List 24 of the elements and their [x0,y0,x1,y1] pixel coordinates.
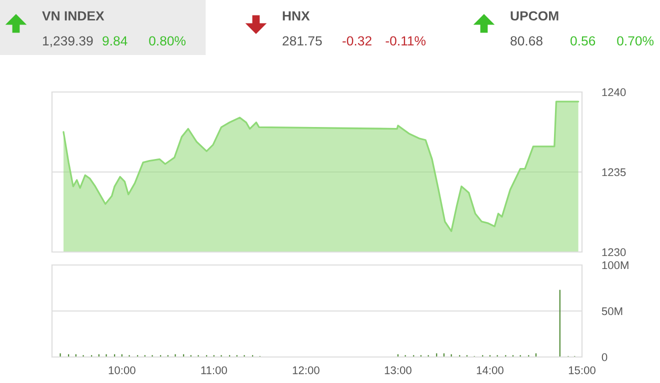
y-tick-label: 1235 [602,168,626,176]
x-tick-label: 11:00 [201,366,228,374]
x-tick-label: 14:00 [476,366,504,374]
x-tick-label: 12:00 [292,366,320,374]
text: HNX [282,11,310,20]
text: 1,239.39 [43,36,93,48]
y-tick-label: 50M [602,307,622,316]
text: 281.75 [282,36,322,46]
text: -0.32 [342,36,372,46]
x-tick-label: 10:00 [108,366,136,374]
text: 0.80% [149,36,186,46]
text: 80.68 [510,36,542,46]
text: 0.70% [617,36,654,46]
y-tick-label: 1240 [602,88,626,96]
text: 0.56 [570,36,596,46]
x-tick-label: 13:00 [384,366,412,374]
text: VN INDEX [42,11,104,20]
y-tick-label: 100M [602,261,628,270]
y-tick-label: 0 [602,353,608,362]
text: -0.11% [386,36,426,46]
y-tick-label: 1230 [602,248,626,256]
text: UPCOM [510,11,558,21]
x-tick-label: 15:00 [568,366,596,374]
text: 9.84 [102,36,128,46]
